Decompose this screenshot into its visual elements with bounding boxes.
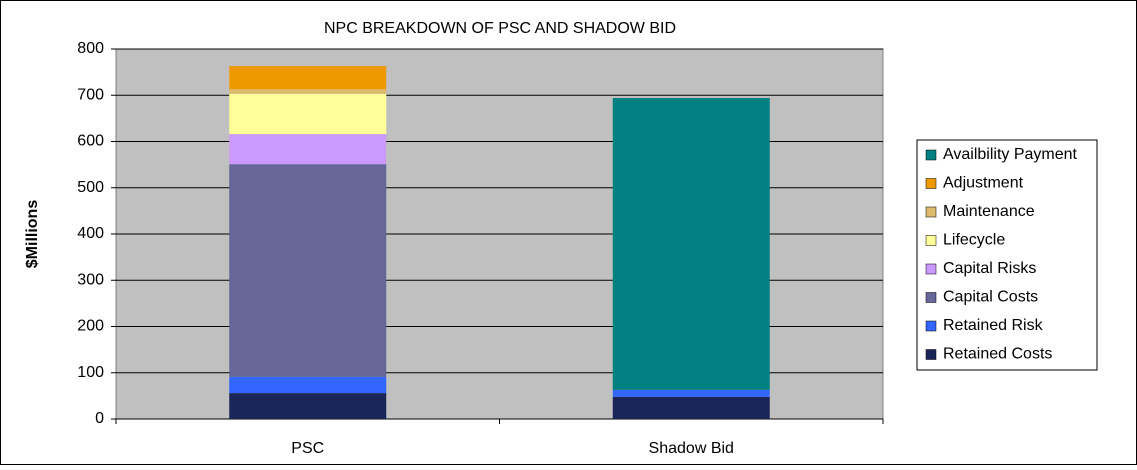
legend-swatch: [925, 349, 937, 360]
legend-label: Lifecycle: [943, 232, 1005, 249]
legend-swatch: [925, 178, 937, 189]
y-tick-label: 200: [77, 318, 104, 335]
legend-swatch: [925, 206, 937, 218]
y-tick-label: 800: [77, 40, 104, 57]
legend-label: Availbility Payment: [943, 146, 1078, 163]
legend-swatch: [925, 263, 937, 275]
y-tick-label: 100: [77, 364, 104, 381]
legend-swatch: [925, 320, 937, 332]
legend-swatch: [925, 292, 937, 303]
bar-segment: [612, 396, 770, 419]
bar-segment: [229, 376, 387, 394]
legend-label: Retained Costs: [943, 346, 1052, 363]
bar-segment: [612, 98, 770, 390]
x-tick-label: PSC: [291, 440, 324, 457]
chart-title: NPC BREAKDOWN OF PSC AND SHADOW BID: [324, 20, 676, 37]
bar-segment: [229, 134, 387, 165]
bar-segment: [229, 66, 387, 90]
bar-segment: [229, 93, 387, 135]
legend-label: Adjustment: [943, 175, 1024, 192]
legend-label: Capital Costs: [943, 289, 1038, 306]
y-axis-label: $Millions: [24, 200, 41, 269]
bar-segment: [229, 89, 387, 94]
y-tick-label: 600: [77, 133, 104, 150]
legend-swatch: [925, 149, 937, 161]
bar-segment: [229, 164, 387, 377]
y-tick-label: 700: [77, 86, 104, 103]
legend-label: Capital Risks: [943, 260, 1036, 277]
legend-swatch: [925, 235, 937, 246]
bar-segment: [229, 393, 387, 419]
y-tick-label: 500: [77, 179, 104, 196]
y-tick-label: 0: [95, 410, 104, 427]
legend-label: Maintenance: [943, 203, 1035, 220]
y-tick-label: 400: [77, 225, 104, 242]
legend-label: Retained Risk: [943, 317, 1044, 334]
y-tick-label: 300: [77, 271, 104, 288]
legend-box: [916, 139, 1098, 371]
bar-segment: [612, 389, 770, 397]
x-tick-label: Shadow Bid: [649, 440, 734, 457]
